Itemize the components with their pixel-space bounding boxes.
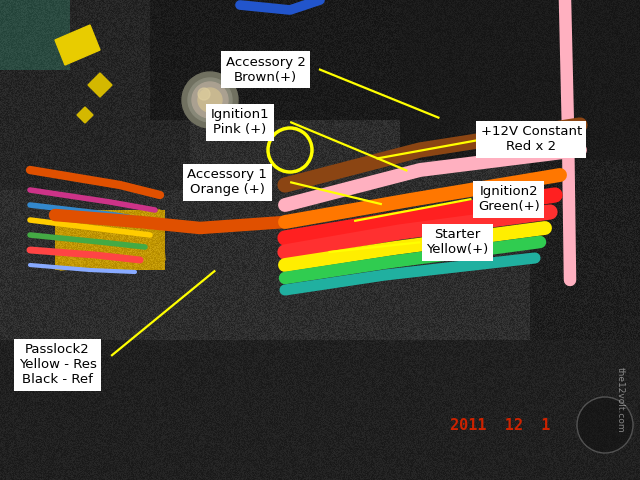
Circle shape [188,78,232,122]
Text: Accessory 1
Orange (+): Accessory 1 Orange (+) [188,168,267,196]
Circle shape [577,397,633,453]
Text: 2011  12  1: 2011 12 1 [450,418,550,432]
Text: Ignition2
Green(+): Ignition2 Green(+) [478,185,540,213]
Text: +12V Constant
Red x 2: +12V Constant Red x 2 [481,125,582,153]
Text: Starter
Yellow(+): Starter Yellow(+) [426,228,489,256]
Text: Ignition1
Pink (+): Ignition1 Pink (+) [211,108,269,136]
Polygon shape [77,107,93,123]
Text: Accessory 2
Brown(+): Accessory 2 Brown(+) [226,56,305,84]
Circle shape [198,88,222,112]
Circle shape [182,72,238,128]
Polygon shape [55,25,100,65]
Circle shape [198,88,210,100]
Polygon shape [55,210,165,270]
Circle shape [192,82,228,118]
Text: Passlock2
Yellow - Res
Black - Ref: Passlock2 Yellow - Res Black - Ref [19,343,97,386]
Polygon shape [88,73,112,97]
Text: the12volt.com: the12volt.com [616,367,625,433]
